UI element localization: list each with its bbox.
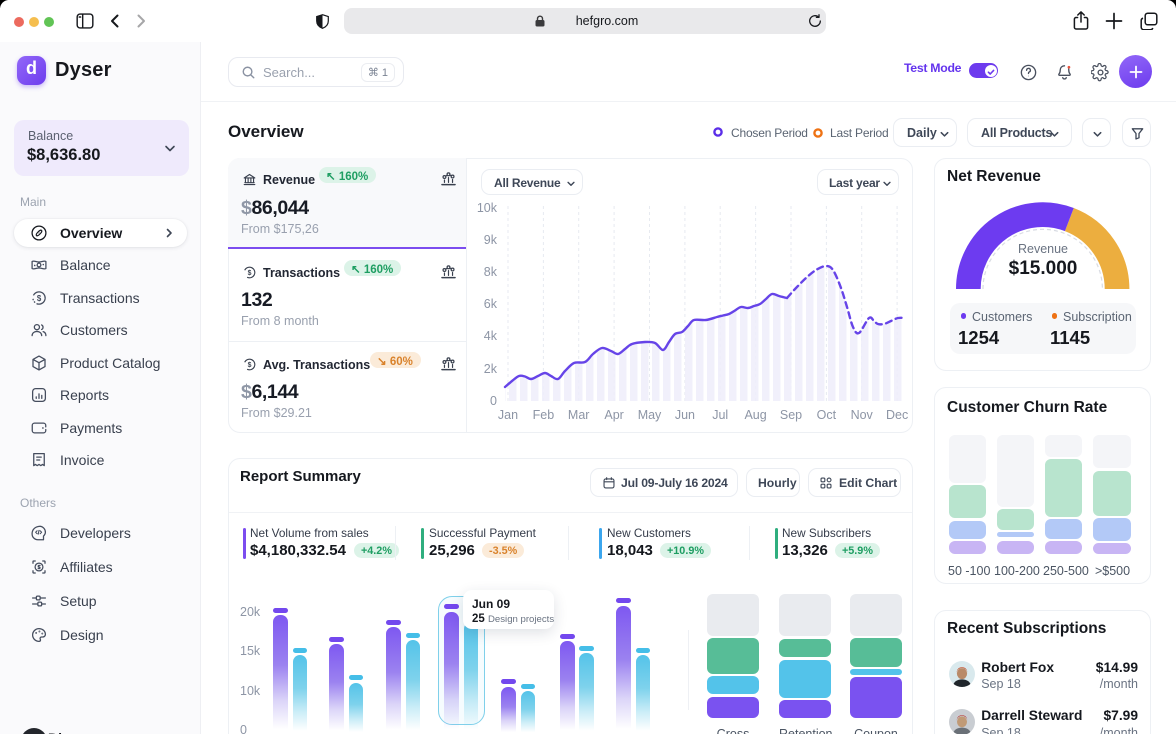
svg-text:$: $	[248, 362, 252, 369]
svg-text:$: $	[248, 270, 252, 277]
svg-text:$: $	[37, 294, 42, 303]
